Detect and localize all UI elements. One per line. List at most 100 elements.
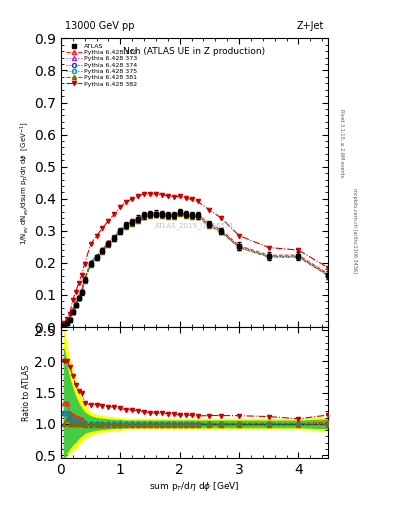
- Pythia 6.428 382: [73, 289, 78, 295]
- Pythia 6.428 373: [124, 223, 129, 229]
- Pythia 6.428 382: [100, 225, 105, 231]
- Pythia 6.428 373: [106, 241, 111, 247]
- Pythia 6.428 373: [142, 213, 147, 219]
- Pythia 6.428 374: [130, 220, 134, 226]
- Pythia 6.428 381: [165, 214, 170, 220]
- Pythia 6.428 370: [136, 215, 140, 221]
- Pythia 6.428 373: [112, 235, 117, 241]
- Pythia 6.428 382: [64, 316, 69, 323]
- X-axis label: sum p$_T$/d$\eta$ d$\phi$ [GeV]: sum p$_T$/d$\eta$ d$\phi$ [GeV]: [149, 480, 240, 493]
- Pythia 6.428 375: [88, 261, 93, 267]
- Pythia 6.428 373: [70, 308, 75, 314]
- Pythia 6.428 373: [154, 211, 158, 217]
- Pythia 6.428 374: [73, 302, 78, 308]
- Pythia 6.428 370: [177, 208, 182, 215]
- Pythia 6.428 381: [148, 212, 152, 219]
- Pythia 6.428 382: [118, 204, 123, 210]
- Pythia 6.428 374: [207, 221, 212, 227]
- Pythia 6.428 381: [68, 317, 72, 323]
- Pythia 6.428 381: [136, 218, 140, 224]
- Pythia 6.428 381: [88, 262, 93, 268]
- Pythia 6.428 375: [189, 212, 194, 219]
- Pythia 6.428 381: [219, 229, 224, 236]
- Text: 13000 GeV pp: 13000 GeV pp: [65, 20, 134, 31]
- Pythia 6.428 373: [177, 210, 182, 216]
- Pythia 6.428 375: [160, 212, 164, 218]
- Pythia 6.428 375: [106, 241, 111, 247]
- Pythia 6.428 374: [124, 223, 129, 229]
- Pythia 6.428 381: [130, 221, 134, 227]
- Pythia 6.428 374: [82, 276, 87, 283]
- Pythia 6.428 373: [73, 302, 78, 308]
- Pythia 6.428 373: [171, 212, 176, 219]
- Line: Pythia 6.428 382: Pythia 6.428 382: [62, 192, 330, 325]
- Pythia 6.428 374: [112, 235, 117, 241]
- Pythia 6.428 382: [76, 280, 81, 286]
- Pythia 6.428 374: [76, 294, 81, 301]
- Pythia 6.428 382: [106, 218, 111, 224]
- Pythia 6.428 374: [136, 216, 140, 222]
- Pythia 6.428 370: [207, 220, 212, 226]
- Pythia 6.428 374: [142, 213, 147, 219]
- Pythia 6.428 375: [112, 235, 117, 241]
- Pythia 6.428 370: [326, 271, 331, 277]
- Pythia 6.428 382: [266, 244, 271, 250]
- Pythia 6.428 373: [62, 322, 66, 328]
- Pythia 6.428 370: [142, 212, 147, 218]
- Pythia 6.428 381: [177, 211, 182, 217]
- Pythia 6.428 382: [82, 261, 87, 267]
- Pythia 6.428 370: [124, 221, 129, 227]
- Pythia 6.428 382: [160, 192, 164, 198]
- Pythia 6.428 375: [118, 228, 123, 234]
- Pythia 6.428 381: [195, 215, 200, 221]
- Pythia 6.428 374: [64, 319, 69, 326]
- Pythia 6.428 381: [94, 255, 99, 261]
- Text: Rivet 3.1.10, ≥ 2.6M events: Rivet 3.1.10, ≥ 2.6M events: [339, 109, 344, 178]
- Pythia 6.428 382: [237, 232, 241, 239]
- Pythia 6.428 375: [266, 253, 271, 260]
- Pythia 6.428 373: [118, 228, 123, 234]
- Pythia 6.428 373: [100, 248, 105, 254]
- Pythia 6.428 370: [160, 210, 164, 217]
- Text: mcplots.cern.ch [arXiv:1306.3436]: mcplots.cern.ch [arXiv:1306.3436]: [352, 188, 357, 273]
- Pythia 6.428 370: [82, 275, 87, 282]
- Pythia 6.428 381: [183, 213, 188, 219]
- Pythia 6.428 373: [79, 289, 84, 295]
- Pythia 6.428 374: [154, 211, 158, 217]
- Pythia 6.428 373: [183, 212, 188, 218]
- Pythia 6.428 370: [266, 252, 271, 258]
- Pythia 6.428 381: [79, 289, 84, 295]
- Pythia 6.428 381: [326, 273, 331, 279]
- Pythia 6.428 381: [73, 302, 78, 308]
- Pythia 6.428 381: [237, 244, 241, 250]
- Text: Z+Jet: Z+Jet: [297, 20, 324, 31]
- Pythia 6.428 374: [195, 213, 200, 219]
- Pythia 6.428 375: [130, 220, 134, 226]
- Pythia 6.428 381: [112, 236, 117, 242]
- Pythia 6.428 382: [94, 232, 99, 239]
- Pythia 6.428 374: [70, 308, 75, 314]
- Pythia 6.428 373: [64, 319, 69, 326]
- Pythia 6.428 381: [62, 322, 66, 328]
- Pythia 6.428 374: [266, 253, 271, 260]
- Line: Pythia 6.428 375: Pythia 6.428 375: [62, 211, 330, 327]
- Pythia 6.428 375: [326, 272, 331, 278]
- Pythia 6.428 373: [195, 213, 200, 219]
- Pythia 6.428 381: [189, 214, 194, 220]
- Legend: ATLAS, Pythia 6.428 370, Pythia 6.428 373, Pythia 6.428 374, Pythia 6.428 375, P: ATLAS, Pythia 6.428 370, Pythia 6.428 37…: [64, 41, 139, 89]
- Pythia 6.428 382: [177, 193, 182, 199]
- Line: Pythia 6.428 373: Pythia 6.428 373: [62, 211, 330, 327]
- Pythia 6.428 381: [207, 223, 212, 229]
- Pythia 6.428 373: [296, 253, 301, 260]
- Pythia 6.428 373: [136, 216, 140, 222]
- Pythia 6.428 370: [195, 212, 200, 218]
- Pythia 6.428 381: [64, 320, 69, 326]
- Pythia 6.428 374: [160, 212, 164, 218]
- Pythia 6.428 375: [148, 212, 152, 218]
- Pythia 6.428 382: [326, 265, 331, 271]
- Pythia 6.428 374: [106, 241, 111, 247]
- Pythia 6.428 375: [183, 212, 188, 218]
- Pythia 6.428 375: [124, 223, 129, 229]
- Line: Pythia 6.428 370: Pythia 6.428 370: [62, 209, 330, 327]
- Pythia 6.428 382: [79, 272, 84, 278]
